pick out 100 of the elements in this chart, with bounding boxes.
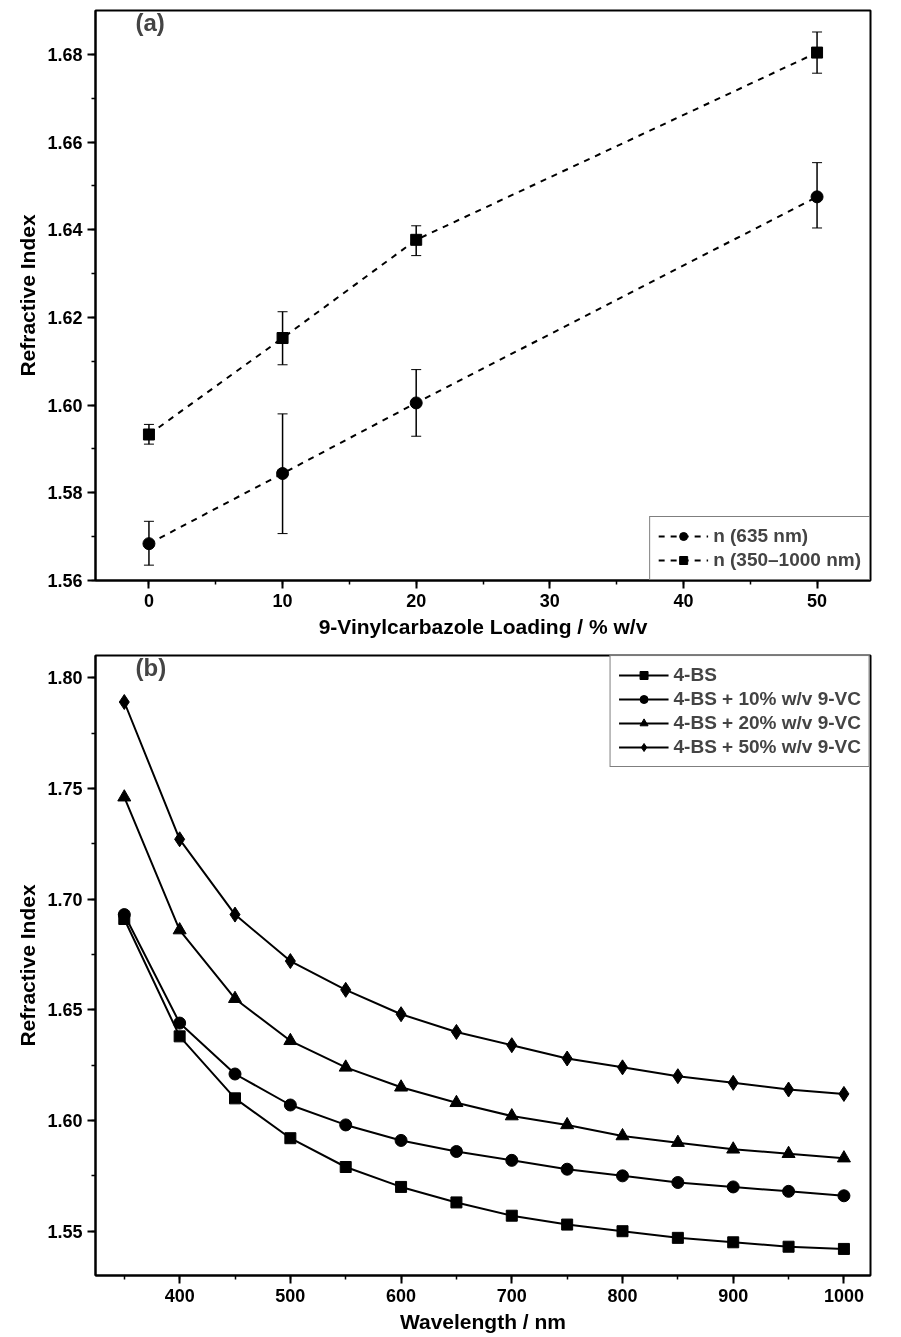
point — [276, 332, 289, 345]
y-tick-label: 1.55 — [47, 1221, 83, 1242]
point — [449, 1145, 463, 1158]
point — [726, 1180, 740, 1194]
point — [340, 981, 352, 998]
point — [837, 1189, 851, 1203]
x-tick-label: 600 — [386, 1285, 417, 1306]
y-tick-label: 1.68 — [47, 44, 83, 65]
x-tick-label: 40 — [673, 590, 694, 611]
annotation: (a) — [135, 8, 165, 36]
point — [450, 1196, 463, 1209]
y-tick-label: 1.60 — [47, 395, 83, 416]
x-tick-label: 500 — [275, 1285, 306, 1306]
point — [505, 1153, 519, 1167]
point — [142, 537, 156, 551]
point — [616, 1169, 629, 1183]
x-tick-label: 1000 — [823, 1285, 864, 1306]
point — [782, 1240, 795, 1253]
point — [836, 1150, 851, 1163]
point — [174, 831, 186, 848]
x-tick-label: 10 — [272, 590, 293, 611]
point — [394, 1079, 409, 1092]
point — [173, 1016, 187, 1030]
x-tick-label: 0 — [143, 590, 154, 611]
legend-label: 4-BS + 20% w/v 9-VC — [673, 712, 861, 734]
point — [727, 1074, 739, 1091]
y-tick-label: 1.66 — [47, 132, 83, 153]
legend-label: 4-BS + 10% w/v 9-VC — [673, 688, 861, 710]
point — [783, 1081, 795, 1098]
point — [339, 1161, 352, 1173]
point — [283, 1098, 297, 1112]
x-tick-label: 700 — [496, 1285, 527, 1306]
x-axis-title: Wavelength / nm — [399, 1309, 567, 1333]
point — [410, 233, 423, 246]
point — [560, 1116, 575, 1130]
point — [616, 1225, 629, 1238]
y-tick-label: 1.60 — [47, 1111, 83, 1131]
point — [672, 1068, 684, 1085]
point — [172, 922, 187, 935]
point — [811, 46, 824, 59]
point — [781, 1145, 796, 1158]
point — [810, 190, 824, 204]
point — [283, 1032, 298, 1046]
y-tick-label: 1.62 — [47, 307, 83, 328]
point — [671, 1231, 684, 1244]
point — [284, 1132, 297, 1145]
point — [837, 1242, 850, 1255]
point — [561, 1050, 573, 1067]
point — [229, 906, 241, 923]
point — [449, 1094, 464, 1108]
legend-label: n (350–1000 nm) — [713, 549, 861, 571]
point — [560, 1162, 574, 1176]
x-tick-label: 30 — [539, 590, 560, 611]
point — [117, 789, 132, 802]
x-tick-label: 800 — [607, 1285, 638, 1306]
point — [339, 1118, 353, 1132]
point — [504, 1108, 519, 1121]
point — [450, 1023, 462, 1040]
point — [782, 1184, 796, 1198]
x-tick-label: 20 — [406, 590, 427, 611]
point — [338, 1059, 353, 1072]
point — [142, 428, 155, 441]
point — [229, 1092, 241, 1105]
legend-label: 4-BS — [673, 664, 717, 686]
point — [671, 1176, 685, 1189]
y-tick-label: 1.64 — [47, 220, 83, 241]
point — [118, 694, 130, 710]
point — [615, 1127, 630, 1141]
x-tick-label: 900 — [718, 1285, 749, 1306]
point — [670, 1134, 685, 1147]
point — [727, 1236, 740, 1249]
point — [173, 1030, 186, 1043]
x-tick-label: 400 — [164, 1285, 195, 1306]
y-tick-label: 1.58 — [47, 483, 83, 504]
point — [395, 1180, 408, 1193]
y-tick-label: 1.80 — [47, 668, 83, 689]
y-axis-title: Refractive Index — [16, 884, 40, 1047]
point — [228, 990, 242, 1003]
y-tick-label: 1.70 — [47, 889, 83, 910]
point — [284, 953, 296, 970]
point — [276, 467, 290, 480]
x-tick-label: 50 — [807, 590, 828, 611]
point — [395, 1006, 407, 1023]
point — [409, 396, 423, 410]
y-tick-label: 1.56 — [47, 571, 83, 591]
point — [838, 1085, 850, 1102]
annotation: (b) — [135, 653, 167, 681]
point — [394, 1133, 408, 1147]
point — [118, 913, 131, 925]
y-tick-label: 1.75 — [47, 778, 83, 799]
legend-label: 4-BS + 50% w/v 9-VC — [673, 736, 861, 758]
point — [228, 1067, 242, 1081]
y-axis-title: Refractive Index — [16, 214, 40, 377]
point — [561, 1218, 574, 1231]
legend-label: n (635 nm) — [713, 525, 809, 547]
x-axis-title: 9-Vinylcarbazole Loading / % w/v — [318, 614, 648, 638]
point — [726, 1141, 741, 1154]
point — [506, 1037, 518, 1054]
point — [505, 1209, 518, 1222]
y-tick-label: 1.65 — [47, 1000, 83, 1021]
